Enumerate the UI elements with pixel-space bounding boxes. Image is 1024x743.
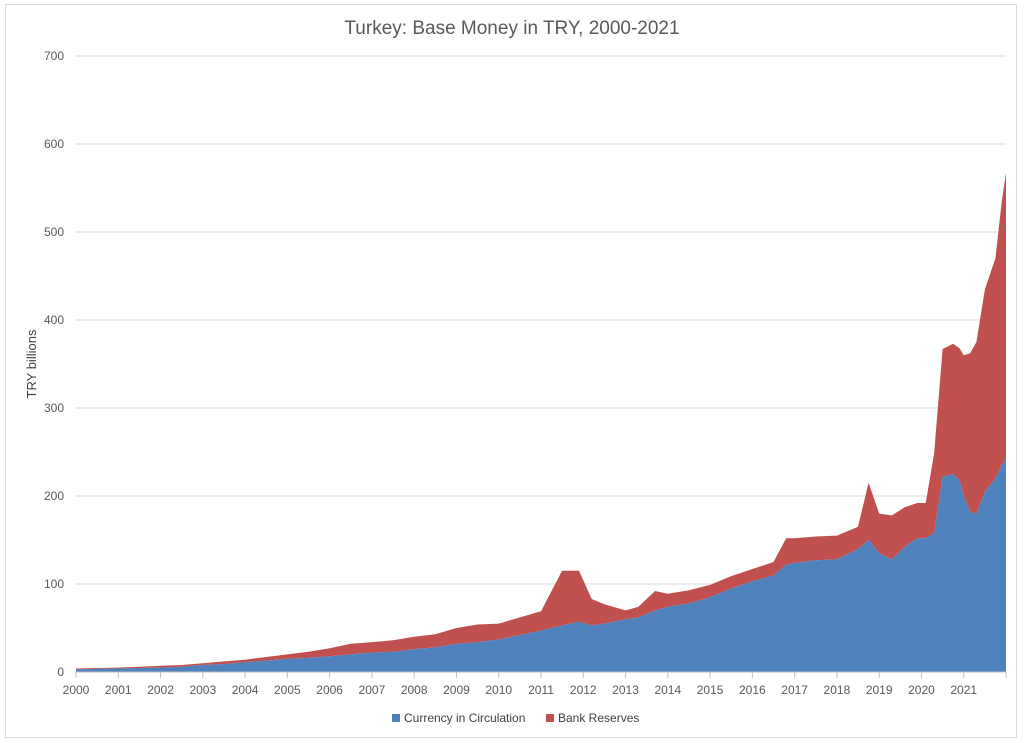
legend-label-bank-reserves: Bank Reserves xyxy=(558,711,639,725)
y-tick-label: 600 xyxy=(44,137,64,151)
y-tick-label: 0 xyxy=(57,665,64,679)
x-tick-label: 2018 xyxy=(824,683,851,697)
axes: 0 100 200 300 400 500 600 700 2000 2001 2002 2003 20… xyxy=(44,49,1007,697)
x-tick-label: 2005 xyxy=(274,683,301,697)
y-tick-label: 100 xyxy=(44,577,64,591)
x-tick-label: 2001 xyxy=(105,683,132,697)
legend: Currency in Circulation Bank Reserves xyxy=(392,711,639,725)
x-tick-label: 2011 xyxy=(528,683,554,697)
y-tick-label: 400 xyxy=(44,313,64,327)
chart-title: Turkey: Base Money in TRY, 2000-2021 xyxy=(344,18,679,39)
series-area-currency-in-circulation xyxy=(76,456,1006,672)
x-tick-label: 2021 xyxy=(950,683,977,697)
plot-area xyxy=(76,173,1006,672)
x-tick-label: 2002 xyxy=(147,683,174,697)
x-tick-label: 2008 xyxy=(401,683,428,697)
x-tick-label: 2012 xyxy=(570,683,597,697)
x-tick-label: 2016 xyxy=(739,683,766,697)
x-tick-label: 2017 xyxy=(781,683,808,697)
x-tick-label: 2007 xyxy=(359,683,386,697)
y-tick-label: 300 xyxy=(44,401,64,415)
x-tick-label: 2004 xyxy=(232,683,259,697)
y-tick-label: 700 xyxy=(44,49,64,63)
x-tick-label: 2020 xyxy=(908,683,935,697)
x-tick-label: 2010 xyxy=(485,683,512,697)
x-tick-label: 2014 xyxy=(654,683,681,697)
y-tick-label: 500 xyxy=(44,225,64,239)
x-tick-label: 2006 xyxy=(316,683,343,697)
x-tick-label: 2009 xyxy=(443,683,470,697)
legend-swatch-bank-reserves xyxy=(546,714,554,722)
x-tick-label: 2003 xyxy=(189,683,216,697)
x-tick-label: 2019 xyxy=(866,683,893,697)
x-tick-label: 2000 xyxy=(63,683,90,697)
legend-label-currency-in-circulation: Currency in Circulation xyxy=(404,711,525,725)
x-tick-label: 2013 xyxy=(612,683,639,697)
x-tick-label: 2015 xyxy=(697,683,724,697)
y-axis-label: TRY billions xyxy=(24,329,39,398)
legend-swatch-currency-in-circulation xyxy=(392,714,400,722)
y-tick-label: 200 xyxy=(44,489,64,503)
